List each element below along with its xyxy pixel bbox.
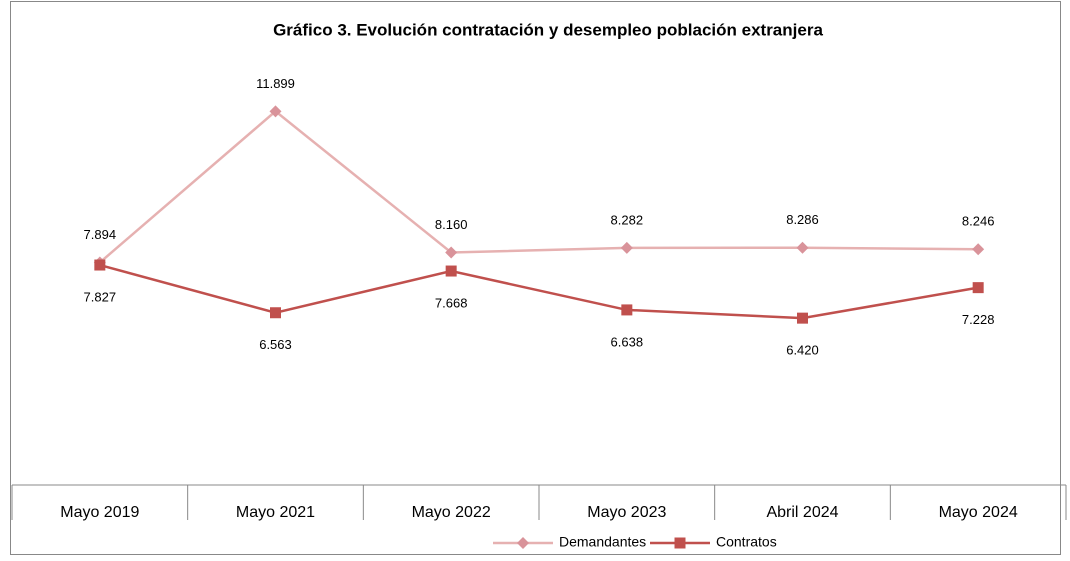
data-label: 6.638	[611, 334, 644, 349]
series-line	[99, 109, 979, 264]
data-point	[445, 265, 457, 277]
legend-label: Demandantes	[559, 534, 646, 550]
x-tick-label: Mayo 2023	[587, 504, 666, 521]
data-label: 8.282	[611, 212, 644, 227]
data-label: 8.160	[435, 217, 468, 232]
data-point	[269, 105, 282, 118]
series-line	[99, 263, 979, 320]
data-point	[972, 243, 985, 256]
data-point	[796, 241, 809, 254]
data-point	[270, 307, 281, 319]
x-tick-label: Abril 2024	[766, 504, 838, 521]
x-tick-label: Mayo 2024	[939, 504, 1018, 521]
legend-label: Contratos	[716, 534, 777, 550]
data-label: 7.827	[84, 289, 117, 304]
data-point	[445, 246, 458, 259]
data-label: 7.228	[962, 312, 995, 327]
data-point	[94, 259, 106, 271]
legend-marker	[674, 537, 686, 549]
data-label: 6.420	[786, 343, 819, 358]
data-point	[972, 282, 984, 294]
data-point	[797, 312, 808, 324]
x-tick-label: Mayo 2022	[412, 504, 491, 521]
data-label: 7.668	[435, 295, 468, 310]
data-point	[620, 241, 633, 254]
x-tick-label: Mayo 2019	[60, 504, 139, 521]
chart-frame	[10, 1, 1061, 555]
data-label: 8.286	[786, 212, 819, 227]
legend-marker	[517, 537, 529, 549]
data-point	[621, 304, 633, 316]
x-tick-label: Mayo 2021	[236, 504, 315, 521]
data-label: 6.563	[259, 337, 292, 352]
data-label: 11.899	[256, 76, 295, 91]
data-label: 7.894	[84, 227, 117, 242]
chart-title: Gráfico 3. Evolución contratación y dese…	[273, 20, 823, 39]
data-label: 8.246	[962, 214, 995, 229]
